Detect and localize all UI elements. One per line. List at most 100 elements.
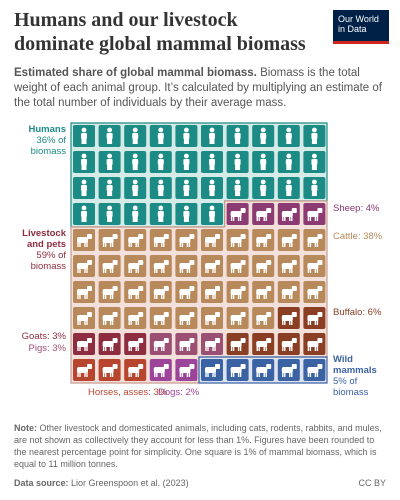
group-label: Sheep: 4% — [333, 203, 379, 214]
icon — [312, 179, 317, 185]
title: Humans and our livestock dominate global… — [14, 9, 306, 55]
icon — [256, 237, 268, 243]
icon — [281, 315, 293, 321]
icon — [157, 133, 164, 139]
icon — [158, 153, 164, 159]
icon — [235, 127, 241, 133]
icon — [77, 367, 88, 373]
icon — [179, 263, 191, 269]
icon — [209, 217, 215, 222]
icon — [286, 165, 292, 170]
icon — [102, 237, 114, 243]
icon — [256, 263, 268, 269]
icon — [128, 263, 140, 269]
group-title: Wild mammals — [333, 354, 377, 376]
icon — [102, 315, 114, 321]
icon — [215, 364, 220, 369]
icon — [132, 133, 139, 139]
icon — [260, 165, 266, 170]
group-value-label: Pigs: 3% — [28, 343, 67, 354]
icon — [81, 211, 87, 217]
icon — [189, 286, 195, 291]
icon — [107, 139, 113, 144]
icon — [77, 341, 88, 347]
icon — [132, 159, 139, 165]
icon — [128, 341, 140, 347]
icon — [179, 237, 191, 243]
icon — [311, 159, 318, 165]
icon — [163, 364, 169, 369]
icon — [260, 139, 266, 144]
icon — [153, 341, 165, 347]
icon — [87, 234, 92, 239]
icon — [205, 289, 216, 295]
icon — [157, 159, 164, 165]
icon — [215, 338, 220, 343]
icon — [132, 139, 138, 144]
icon — [153, 289, 165, 295]
group-value-label: Horses, asses: 3% — [88, 387, 168, 398]
icon — [307, 263, 319, 269]
icon — [179, 367, 191, 373]
icon — [189, 312, 195, 317]
icon — [311, 185, 318, 191]
icon — [311, 133, 318, 139]
icon — [209, 159, 215, 165]
icon — [256, 315, 268, 321]
icon — [266, 338, 272, 343]
icon — [163, 338, 169, 343]
icon — [235, 165, 241, 170]
icon — [132, 179, 138, 185]
icon — [107, 179, 112, 185]
logo: Our World in Data — [333, 10, 389, 44]
group-label: Pigs: 3% — [8, 343, 67, 354]
icon — [112, 338, 118, 343]
icon — [266, 364, 272, 369]
icon — [307, 315, 319, 321]
icon — [183, 211, 190, 217]
source: Data source: Lior Greenspoon et al. (202… — [14, 478, 189, 488]
icon — [163, 286, 169, 291]
icon — [107, 217, 113, 222]
icon — [158, 179, 164, 185]
group-label: Cattle: 38% — [333, 231, 382, 242]
icon — [286, 179, 292, 185]
icon — [234, 185, 241, 191]
icon — [87, 312, 92, 317]
icon — [285, 185, 292, 191]
icon — [281, 263, 293, 269]
icon — [102, 289, 114, 295]
icon — [266, 208, 272, 213]
icon — [240, 208, 246, 213]
icon — [260, 191, 266, 196]
icon — [183, 139, 189, 144]
icon — [81, 139, 87, 144]
icon — [291, 208, 297, 213]
icon — [230, 341, 242, 347]
icon — [266, 312, 272, 317]
icon — [106, 159, 113, 165]
icon — [132, 153, 138, 159]
icon — [138, 260, 144, 265]
icon — [112, 364, 118, 369]
icon — [260, 127, 266, 133]
icon — [209, 153, 215, 159]
icon — [209, 139, 215, 144]
icon — [112, 286, 118, 291]
icon — [285, 159, 292, 165]
icon — [317, 260, 323, 265]
icon — [260, 133, 267, 139]
icon — [285, 133, 292, 139]
group-value-label: 5% of biomass — [333, 376, 369, 398]
icon — [81, 127, 87, 133]
icon — [205, 367, 216, 373]
icon — [281, 367, 293, 373]
icon — [158, 139, 164, 144]
icon — [107, 165, 113, 170]
icon — [81, 153, 87, 159]
icon — [312, 127, 317, 133]
icon — [317, 338, 323, 343]
icon — [102, 341, 114, 347]
icon — [286, 153, 292, 159]
